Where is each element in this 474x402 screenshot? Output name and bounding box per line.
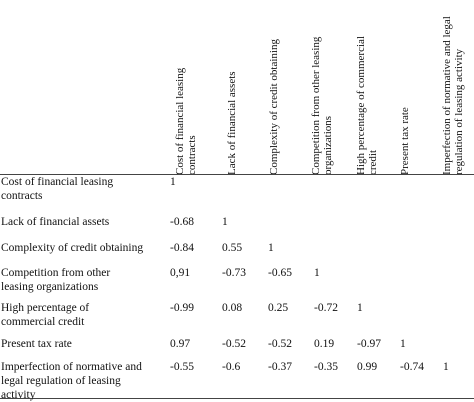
column-header-line: Lack of financial assets [226, 71, 238, 175]
table-cell: 1 [357, 302, 363, 314]
column-header-line: organizations [322, 115, 334, 175]
row-label: Cost of financial leasing contracts [1, 175, 161, 203]
table-cell: 0.55 [222, 242, 243, 254]
column-header: Competition from other leasing organizati… [310, 37, 334, 175]
table-cell: -0.37 [268, 361, 292, 373]
row-label-line: activity [1, 389, 36, 401]
table-cell: 1 [170, 176, 176, 188]
row-label: Lack of financial assets [1, 215, 161, 229]
row-label-line: contracts [1, 190, 43, 202]
row-label: Present tax rate [1, 337, 161, 351]
table-cell: -0.35 [314, 361, 338, 373]
table-cell: -0.84 [170, 242, 194, 254]
column-header-line: contracts [186, 135, 198, 175]
row-label-line: Cost of financial leasing [1, 176, 114, 188]
column-header: High percentage of commercial credit [355, 36, 379, 175]
column-header: Complexity of credit obtaining [268, 39, 280, 175]
column-header-line: Present tax rate [399, 107, 411, 175]
column-header: Lack of financial assets [226, 71, 238, 175]
table-rule [0, 174, 474, 175]
table-cell: 0.08 [222, 302, 243, 314]
column-header: Present tax rate [399, 107, 411, 175]
row-label-line: Lack of financial assets [1, 216, 110, 228]
table-cell: -0.72 [314, 302, 338, 314]
column-header-line: Cost of financial leasing [174, 67, 186, 175]
column-header: Cost of financial leasing contracts [174, 68, 198, 175]
table-cell: -0.65 [268, 267, 292, 279]
row-label: Competition from other leasing organizati… [1, 266, 161, 294]
table-cell: -0.52 [222, 338, 246, 350]
table-cell: -0.74 [400, 361, 424, 373]
table-cell: -0.68 [170, 216, 194, 228]
row-label-line: legal regulation of leasing [1, 375, 121, 387]
column-header-line: credit [367, 149, 379, 175]
row-label: Imperfection of normative and legal regul… [1, 360, 161, 402]
row-label-line: leasing organizations [1, 281, 99, 293]
table-cell: 0.97 [170, 338, 191, 350]
table-cell: -0.99 [170, 302, 194, 314]
table-cell: 1 [268, 242, 274, 254]
table-cell: 0.99 [357, 361, 378, 373]
table-cell: -0.6 [222, 361, 241, 373]
table-cell: 1 [400, 338, 406, 350]
table-cell: -0.55 [170, 361, 194, 373]
table-cell: 1 [222, 216, 228, 228]
table-cell: -0.97 [357, 338, 381, 350]
table-cell: 0.19 [314, 338, 335, 350]
table-cell: -0.73 [222, 267, 246, 279]
column-header-line: Complexity of credit obtaining [268, 39, 280, 175]
table-rule [0, 398, 474, 399]
table-cell: -0.52 [268, 338, 292, 350]
table-cell: 1 [314, 267, 320, 279]
column-header-line: regulation of leasing activity [453, 48, 465, 175]
row-label-line: commercial credit [1, 316, 85, 328]
row-label-line: Competition from other [1, 267, 111, 279]
column-header-line: High percentage of commercial [355, 36, 367, 175]
row-label-line: Complexity of credit obtaining [1, 242, 144, 254]
column-header: Imperfection of normative and legal regul… [441, 16, 465, 175]
column-header-line: Imperfection of normative and legal [441, 16, 453, 175]
row-label: Complexity of credit obtaining [1, 241, 161, 255]
row-label-line: High percentage of [1, 302, 90, 314]
row-label: High percentage of commercial credit [1, 301, 161, 329]
table-cell: 0.25 [268, 302, 289, 314]
row-label-line: Present tax rate [1, 338, 72, 350]
column-header-line: Competition from other leasing [310, 36, 322, 175]
table-cell: 0,91 [170, 267, 191, 279]
row-label-line: Imperfection of normative and [1, 361, 142, 373]
table-cell: 1 [443, 361, 449, 373]
